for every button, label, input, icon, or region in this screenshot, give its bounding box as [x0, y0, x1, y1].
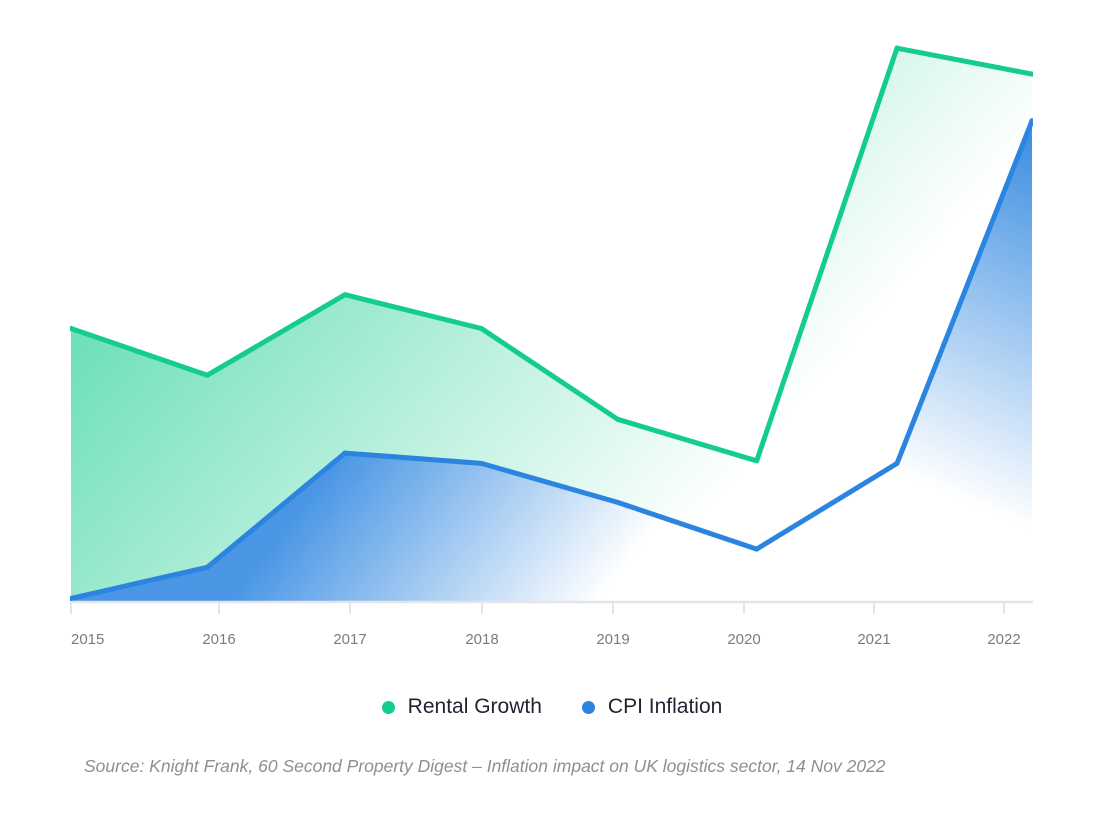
cpi-inflation-point-2019 — [615, 499, 621, 505]
rental-growth-point-2021 — [894, 45, 900, 51]
legend-dot-rental-growth-icon — [381, 700, 395, 714]
x-tick-label-2015: 2015 — [71, 631, 104, 648]
cpi-inflation-point-2021 — [894, 460, 900, 466]
x-tick-label-2018: 2018 — [465, 631, 498, 648]
cpi-inflation-point-2016 — [204, 564, 210, 570]
cpi-inflation-line — [70, 118, 1033, 601]
x-tick-label-2020: 2020 — [727, 631, 760, 648]
rental-growth-point-2015 — [70, 325, 74, 331]
cpi-inflation-point-2015 — [70, 595, 74, 601]
series-lines — [70, 45, 1033, 601]
cpi-inflation-point-2020 — [754, 546, 760, 552]
source-note: Source: Knight Frank, 60 Second Property… — [84, 756, 886, 776]
cpi-inflation-point-2017 — [342, 450, 348, 456]
x-tick-label-2022: 2022 — [987, 631, 1020, 648]
legend-label-rental-growth: Rental Growth — [407, 695, 542, 718]
rental-growth-point-2022 — [1029, 71, 1033, 77]
rental-growth-point-2018 — [478, 325, 484, 331]
x-tick-label-2019: 2019 — [596, 631, 629, 648]
legend-label-cpi-inflation: CPI Inflation — [607, 695, 723, 718]
rental-growth-point-2020 — [754, 458, 760, 464]
cpi-inflation-area-highlight — [71, 120, 1032, 602]
rental-growth-line — [70, 45, 1033, 464]
cpi-inflation-point-2022 — [1029, 118, 1033, 124]
rental-growth-area — [71, 48, 1032, 599]
x-axis: 2015 2016 2017 2018 2019 2020 2021 2022 — [70, 600, 1033, 648]
legend: Rental Growth CPI Inflation — [0, 690, 1104, 724]
legend-item-rental-growth[interactable]: Rental Growth — [381, 695, 542, 719]
cpi-inflation-point-2018 — [478, 460, 484, 466]
rental-growth-point-2016 — [204, 372, 210, 378]
legend-dot-cpi-inflation-icon — [581, 700, 595, 714]
rental-growth-point-2019 — [615, 416, 621, 422]
series-areas — [71, 48, 1032, 602]
x-tick-label-2017: 2017 — [333, 631, 366, 648]
x-tick-label-2016: 2016 — [202, 631, 235, 648]
legend-item-cpi-inflation[interactable]: CPI Inflation — [581, 695, 723, 719]
rental-growth-point-2017 — [342, 292, 348, 298]
x-tick-label-2021: 2021 — [857, 631, 890, 648]
